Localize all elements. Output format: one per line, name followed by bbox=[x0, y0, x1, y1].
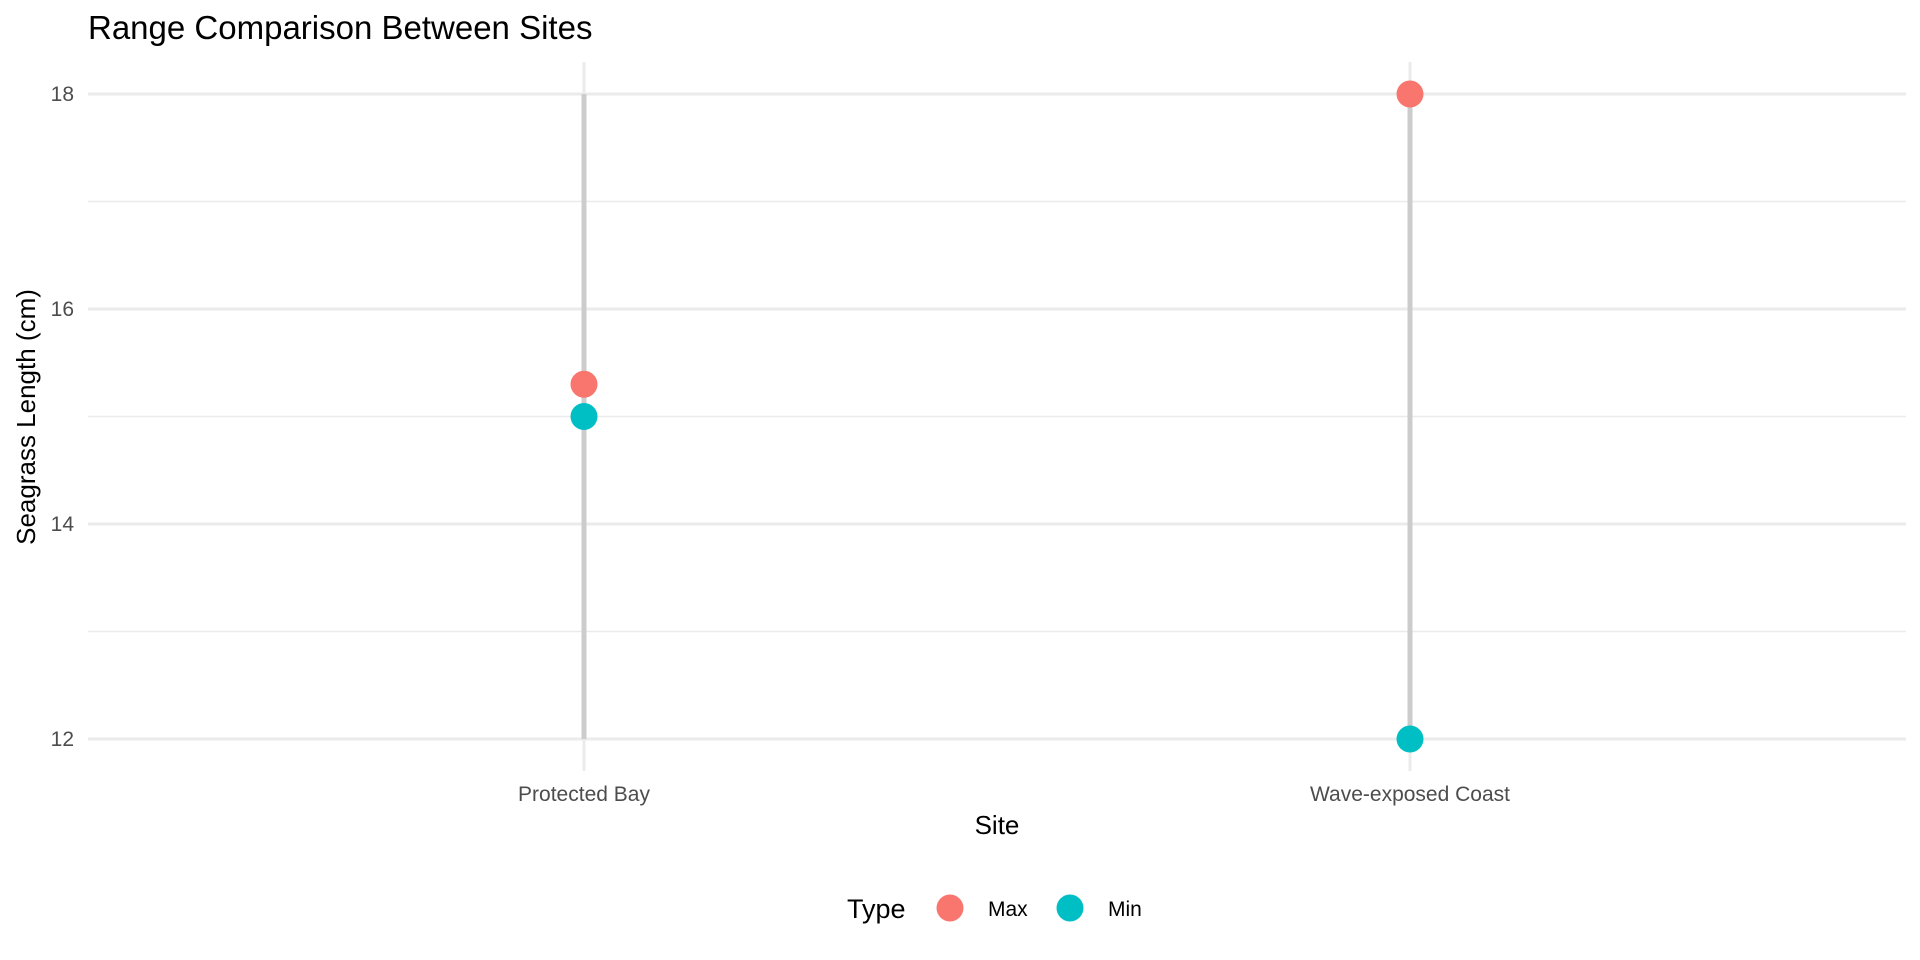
point-max bbox=[1396, 80, 1424, 108]
legend-key-max bbox=[936, 894, 964, 922]
y-tick-label: 12 bbox=[51, 728, 74, 751]
legend-label-min: Min bbox=[1108, 898, 1142, 921]
grid-layer bbox=[88, 62, 1906, 771]
y-tick-label: 14 bbox=[51, 513, 75, 536]
legend: Type Max Min bbox=[847, 894, 1142, 924]
legend-title: Type bbox=[847, 894, 906, 924]
point-min bbox=[1396, 725, 1424, 753]
data-points bbox=[570, 80, 1424, 753]
legend-label-max: Max bbox=[988, 898, 1028, 921]
legend-key-min bbox=[1056, 894, 1084, 922]
legend-items: Max Min bbox=[936, 894, 1142, 922]
y-axis-title: Seagrass Length (cm) bbox=[11, 289, 41, 545]
y-tick-label: 16 bbox=[51, 298, 74, 321]
x-axis-title: Site bbox=[975, 810, 1020, 840]
x-tick-label: Protected Bay bbox=[518, 783, 650, 806]
point-max bbox=[570, 370, 598, 398]
tick-labels: 12 14 16 18 Protected Bay Wave-exposed Coast bbox=[51, 83, 1511, 806]
chart-title: Range Comparison Between Sites bbox=[88, 9, 592, 46]
point-min bbox=[570, 403, 598, 430]
y-tick-label: 18 bbox=[51, 83, 74, 106]
x-tick-label: Wave-exposed Coast bbox=[1310, 783, 1510, 806]
